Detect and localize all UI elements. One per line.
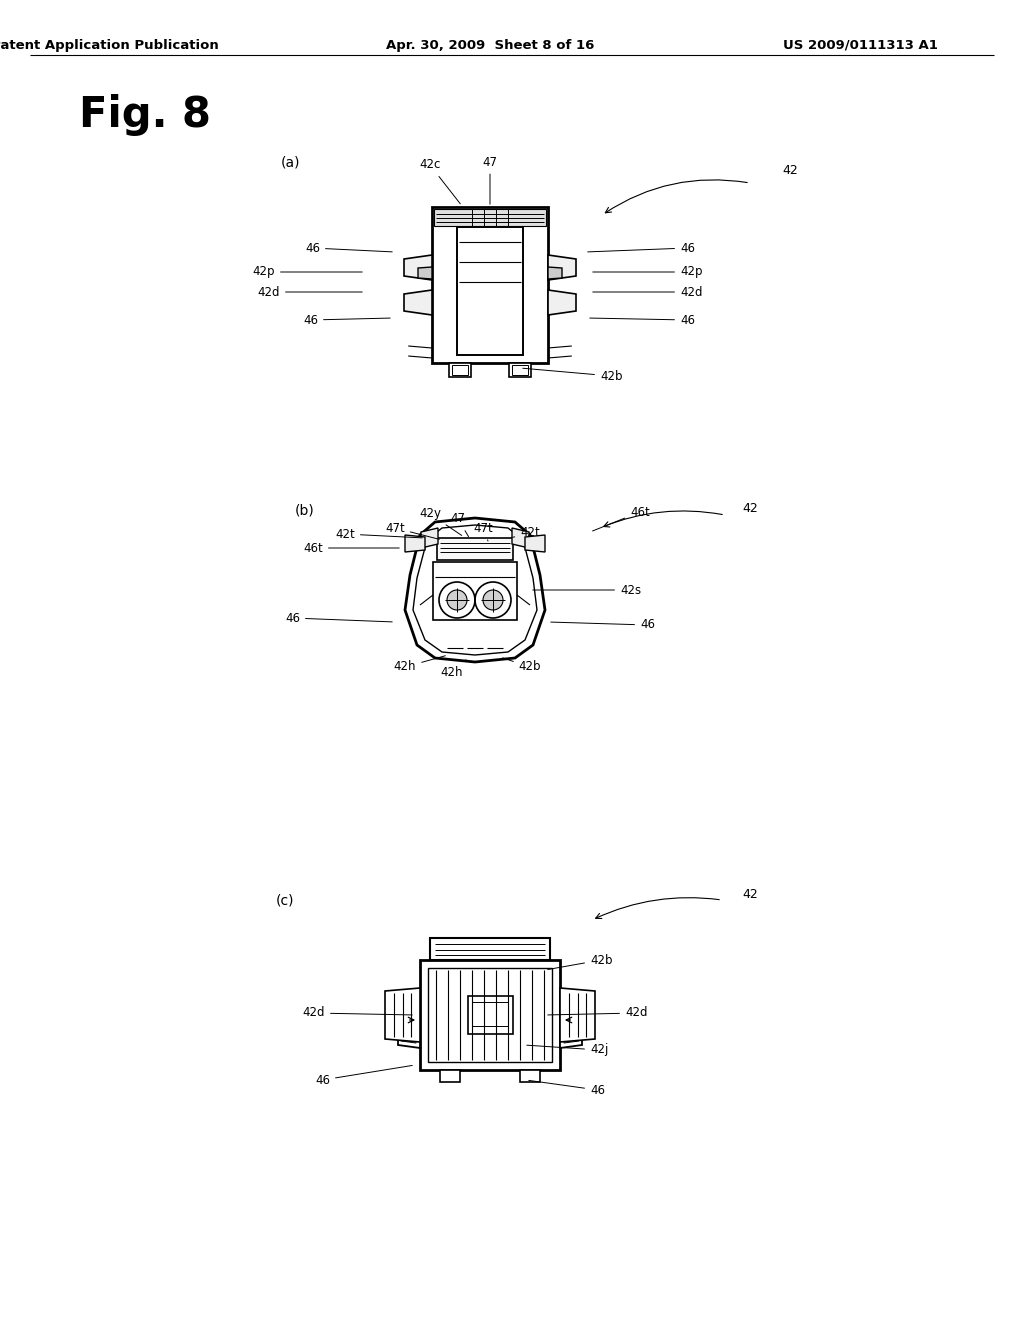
Polygon shape bbox=[404, 255, 432, 280]
Text: 46: 46 bbox=[305, 242, 392, 255]
Text: 46: 46 bbox=[528, 1080, 605, 1097]
Bar bbox=[457, 227, 523, 355]
Bar bbox=[440, 1071, 460, 1082]
Polygon shape bbox=[512, 528, 529, 548]
Text: 42t: 42t bbox=[513, 527, 540, 540]
Polygon shape bbox=[548, 255, 575, 280]
Text: 42p: 42p bbox=[593, 265, 702, 279]
Text: 42p: 42p bbox=[253, 265, 362, 279]
Polygon shape bbox=[421, 528, 438, 548]
Text: 42d: 42d bbox=[593, 285, 702, 298]
Bar bbox=[430, 939, 550, 960]
Text: 42d: 42d bbox=[302, 1006, 413, 1019]
Text: (c): (c) bbox=[275, 894, 294, 907]
Bar bbox=[428, 968, 552, 1063]
Polygon shape bbox=[406, 517, 545, 663]
Text: Patent Application Publication: Patent Application Publication bbox=[0, 38, 219, 51]
Text: 42d: 42d bbox=[257, 285, 362, 298]
Polygon shape bbox=[548, 290, 575, 315]
Text: 46t: 46t bbox=[303, 541, 399, 554]
Text: 42h: 42h bbox=[440, 660, 466, 678]
Polygon shape bbox=[525, 535, 545, 552]
Text: 46t: 46t bbox=[593, 506, 650, 531]
Text: 42b: 42b bbox=[548, 953, 612, 969]
Text: Apr. 30, 2009  Sheet 8 of 16: Apr. 30, 2009 Sheet 8 of 16 bbox=[386, 38, 594, 51]
Text: 42y: 42y bbox=[419, 507, 462, 536]
Text: 46: 46 bbox=[551, 619, 655, 631]
Circle shape bbox=[483, 590, 503, 610]
Text: 47t: 47t bbox=[473, 521, 493, 541]
Bar bbox=[449, 363, 471, 378]
Polygon shape bbox=[401, 997, 416, 1043]
Text: 47: 47 bbox=[451, 512, 469, 537]
Polygon shape bbox=[434, 209, 546, 226]
Text: Fig. 8: Fig. 8 bbox=[79, 94, 211, 136]
Text: 42s: 42s bbox=[532, 583, 641, 597]
Polygon shape bbox=[564, 997, 579, 1043]
Polygon shape bbox=[398, 993, 420, 1048]
Text: 42: 42 bbox=[742, 888, 758, 902]
Bar bbox=[468, 997, 513, 1034]
Polygon shape bbox=[404, 290, 432, 315]
Text: 46: 46 bbox=[315, 1065, 413, 1086]
Text: 42j: 42j bbox=[526, 1044, 608, 1056]
Text: 42: 42 bbox=[742, 502, 758, 515]
Text: 46: 46 bbox=[590, 314, 695, 326]
Text: 47t: 47t bbox=[385, 521, 439, 540]
Text: 42h: 42h bbox=[394, 656, 445, 673]
Text: (a): (a) bbox=[281, 156, 300, 170]
Polygon shape bbox=[406, 535, 425, 552]
Polygon shape bbox=[385, 987, 420, 1041]
Bar bbox=[512, 366, 528, 375]
Bar bbox=[420, 960, 560, 1071]
Bar bbox=[520, 1071, 540, 1082]
Text: 42b: 42b bbox=[503, 657, 542, 673]
Text: 47: 47 bbox=[482, 156, 498, 205]
Bar bbox=[509, 363, 531, 378]
Polygon shape bbox=[560, 993, 582, 1048]
Text: 46: 46 bbox=[285, 611, 392, 624]
Bar bbox=[432, 207, 548, 363]
Polygon shape bbox=[560, 987, 595, 1041]
Polygon shape bbox=[548, 267, 562, 279]
Bar bbox=[433, 562, 517, 620]
Text: 46: 46 bbox=[588, 242, 695, 255]
Bar bbox=[452, 366, 468, 375]
Text: 46: 46 bbox=[303, 314, 390, 326]
Text: (b): (b) bbox=[295, 503, 314, 517]
Text: US 2009/0111313 A1: US 2009/0111313 A1 bbox=[782, 38, 937, 51]
Text: 42d: 42d bbox=[548, 1006, 647, 1019]
Bar bbox=[437, 539, 513, 560]
Text: 42: 42 bbox=[782, 164, 798, 177]
Text: 42b: 42b bbox=[523, 368, 623, 383]
Text: 42t: 42t bbox=[335, 528, 422, 540]
Circle shape bbox=[447, 590, 467, 610]
Text: 42c: 42c bbox=[419, 158, 461, 203]
Polygon shape bbox=[418, 267, 432, 279]
